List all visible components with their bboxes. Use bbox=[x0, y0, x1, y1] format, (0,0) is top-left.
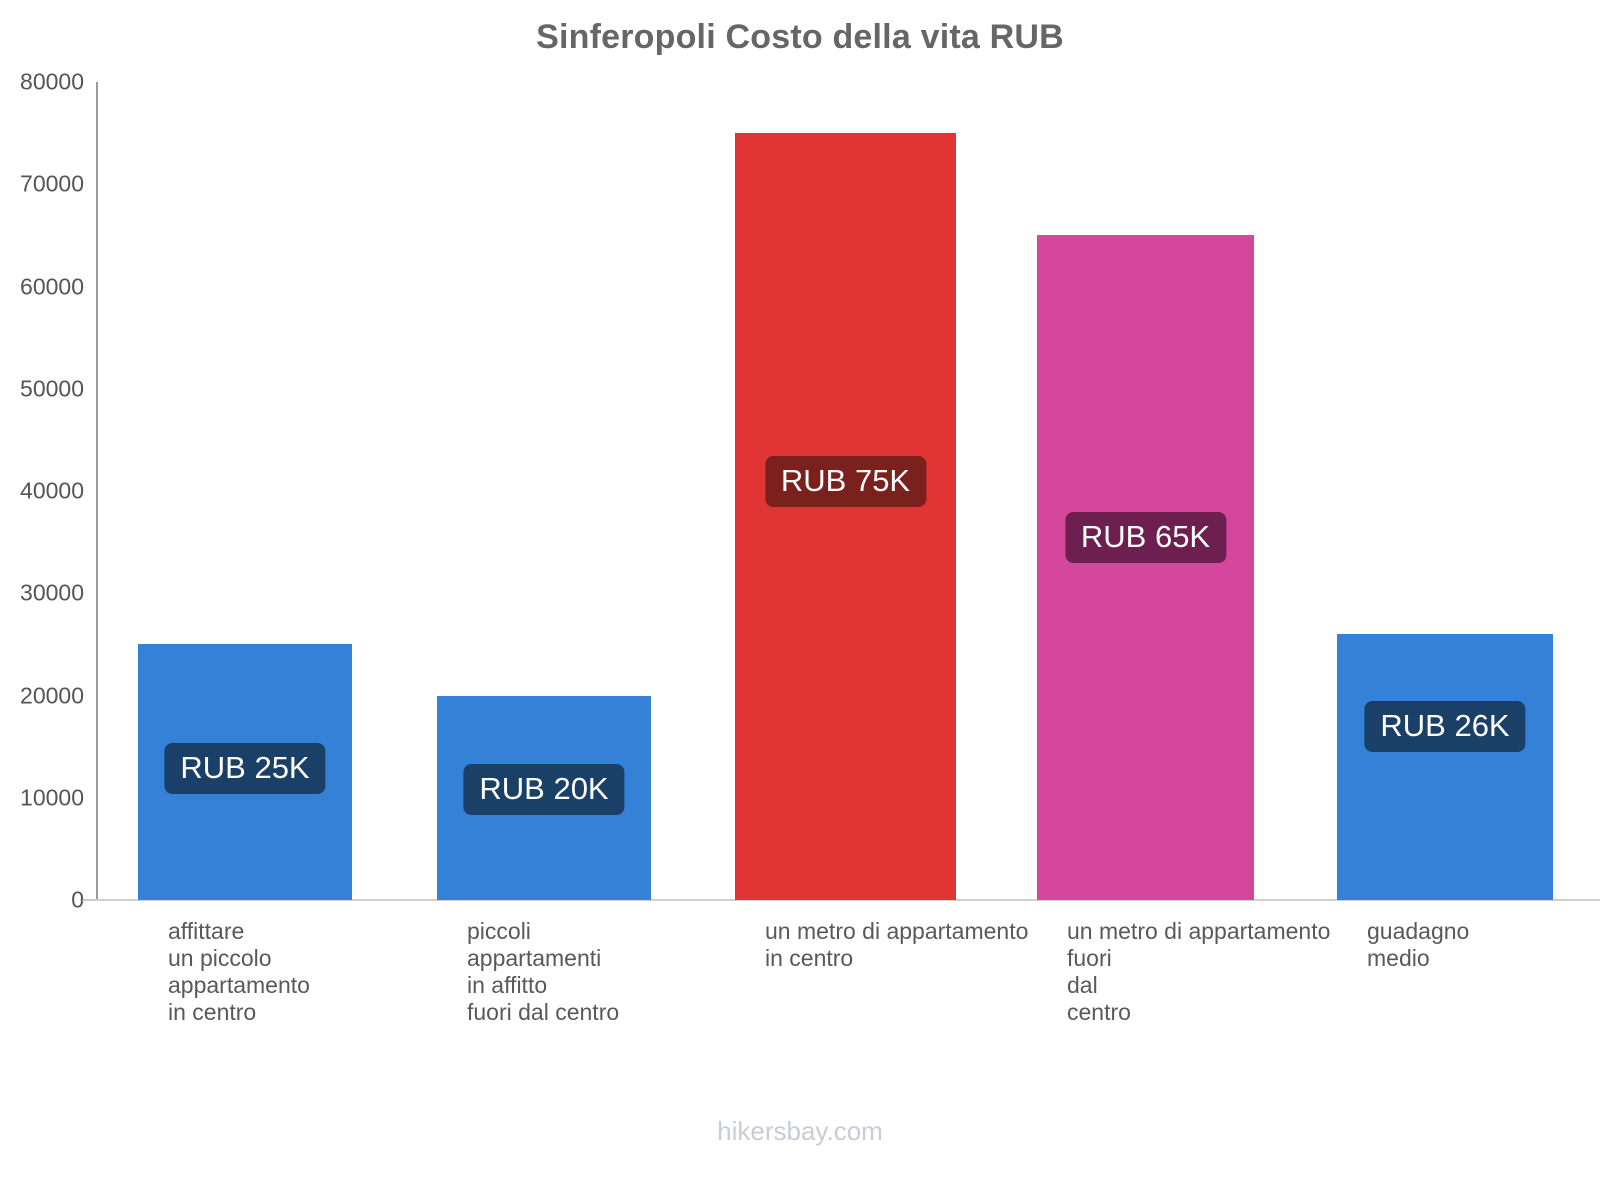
y-tick-label: 0 bbox=[71, 886, 84, 913]
footer-watermark: hikersbay.com bbox=[717, 1116, 883, 1146]
bar-value-badge: RUB 75K bbox=[764, 456, 927, 508]
bar[interactable]: RUB 20K bbox=[437, 695, 651, 900]
bar-value-badge: RUB 65K bbox=[1064, 512, 1227, 564]
bar[interactable]: RUB 65K bbox=[1037, 235, 1254, 900]
y-tick-label: 50000 bbox=[20, 375, 84, 402]
chart-title: Sinferopoli Costo della vita RUB bbox=[536, 18, 1064, 56]
x-axis-category-label: affittare un piccolo appartamento in cen… bbox=[168, 918, 310, 1025]
y-tick-label: 80000 bbox=[20, 68, 84, 95]
plot-area: 0 10000 20000 30000 40000 50000 60000 70000 8000… bbox=[20, 69, 1600, 913]
y-axis-line bbox=[96, 82, 98, 900]
y-tick-label: 10000 bbox=[20, 784, 84, 811]
y-tick-label: 60000 bbox=[20, 273, 84, 299]
y-tick-mark bbox=[82, 900, 96, 901]
bar[interactable]: RUB 25K bbox=[138, 644, 352, 900]
x-axis-category-label: un metro di appartamento in centro bbox=[765, 918, 1029, 971]
y-tick-label: 40000 bbox=[20, 477, 84, 504]
bar-value-badge: RUB 25K bbox=[164, 743, 326, 795]
x-axis-category-label: un metro di appartamento fuori dal centr… bbox=[1067, 918, 1331, 1025]
bar[interactable]: RUB 75K bbox=[735, 133, 956, 900]
y-tick-label: 70000 bbox=[20, 170, 84, 197]
x-axis-category-label: piccoli appartamenti in affitto fuori da… bbox=[467, 918, 620, 1025]
x-axis-category-label: guadagno medio bbox=[1367, 918, 1470, 971]
y-tick-label: 30000 bbox=[20, 579, 84, 606]
bar-value-badge: RUB 20K bbox=[463, 763, 625, 815]
bar-value-badge: RUB 26K bbox=[1364, 701, 1526, 753]
y-tick-label: 20000 bbox=[20, 682, 84, 708]
bar[interactable]: RUB 26K bbox=[1337, 634, 1553, 900]
x-axis-baseline bbox=[80, 899, 1600, 901]
